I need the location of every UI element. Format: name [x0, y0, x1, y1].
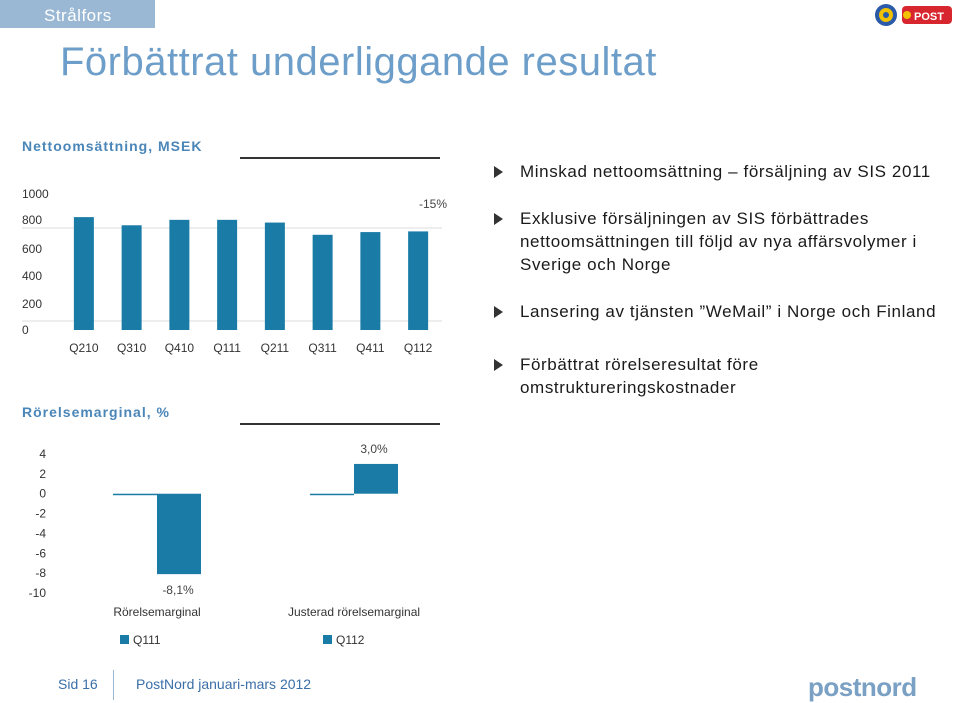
chart2-data-label: -8,1% — [162, 583, 194, 597]
chart2-bar-q111 — [113, 493, 157, 496]
chart1-bar — [169, 219, 190, 330]
arrow-icon — [494, 166, 503, 178]
legend-label-q111: Q111 — [133, 633, 161, 647]
post-logo-text: POST — [914, 11, 944, 23]
arrow-icon — [494, 306, 503, 318]
chart1-xtick-label: Q411 — [356, 341, 385, 355]
chart1-ytick-label: 1000 — [22, 187, 49, 201]
legend-label-q112: Q112 — [336, 633, 365, 647]
chart1-bar — [312, 234, 333, 330]
chart2-title: Rörelsemarginal, % — [22, 404, 170, 420]
chart1-xtick-label: Q112 — [404, 341, 433, 355]
arrow-icon — [494, 359, 503, 371]
postnord-logo: postnord — [808, 672, 917, 702]
chart2-bar-q111 — [310, 493, 354, 496]
bullet-list: Minskad nettoomsättning – försäljning av… — [492, 160, 952, 399]
chart1-xtick-label: Q410 — [165, 341, 195, 355]
chart2-ytick-label: 2 — [39, 467, 46, 481]
chart2-ytick-label: -4 — [35, 526, 46, 540]
chart2-ytick-label: -10 — [29, 586, 47, 600]
chart1-bar — [121, 225, 142, 330]
brand-tab: Strålfors — [0, 0, 155, 28]
bullet-item: Minskad nettoomsättning – försäljning av… — [492, 160, 952, 183]
bullet-item: Lansering av tjänsten ”WeMail” i Norge o… — [492, 300, 952, 323]
footer-divider — [113, 670, 114, 700]
chart1-ytick-label: 600 — [22, 242, 42, 256]
chart1-ytick-label: 0 — [22, 323, 29, 337]
chart1-xtick-label: Q311 — [308, 341, 337, 355]
chart1-bar — [73, 217, 94, 330]
chart1-xtick-label: Q211 — [261, 341, 290, 355]
arrow-icon — [494, 213, 503, 225]
chart1-bar — [360, 232, 381, 330]
chart2-ytick-label: 0 — [39, 487, 46, 501]
chart1-bar — [264, 222, 285, 330]
chart1-title: Nettoomsättning, MSEK — [22, 138, 203, 154]
bullet-item: Förbättrat rörelseresultat före omstrukt… — [492, 353, 952, 399]
footer-text: PostNord januari-mars 2012 — [136, 676, 312, 692]
bullet-item: Exklusive försäljningen av SIS förbättra… — [492, 207, 952, 276]
chart2-data-label: 3,0% — [360, 442, 388, 456]
page-title: Förbättrat underliggande resultat — [60, 40, 657, 84]
chart2-category-label: Justerad rörelsemarginal — [288, 605, 420, 619]
chart1-ytick-label: 800 — [22, 213, 42, 227]
chart1-bar — [217, 219, 238, 330]
chart2-bar-q112 — [354, 463, 398, 494]
chart1-xtick-label: Q310 — [117, 341, 147, 355]
chart1-ytick-label: 200 — [22, 297, 42, 311]
chart2-ytick-label: -8 — [35, 566, 46, 580]
legend-swatch-q112 — [323, 635, 332, 644]
chart2-category-label: Rörelsemarginal — [113, 605, 200, 619]
chart1-xtick-label: Q210 — [69, 341, 99, 355]
chart1-xtick-label: Q111 — [213, 341, 241, 355]
post-logo-icon: POST — [875, 4, 952, 26]
chart1-ytick-label: 400 — [22, 269, 42, 283]
chart1-bar — [408, 231, 429, 330]
chart2-ytick-label: 4 — [39, 447, 46, 461]
chart1-annotation: -15% — [419, 197, 447, 211]
page-number: Sid 16 — [58, 676, 98, 692]
legend-swatch-q111 — [120, 635, 129, 644]
chart2-ytick-label: -2 — [35, 507, 46, 521]
chart2-ytick-label: -6 — [35, 546, 46, 560]
header-logos: POST — [874, 2, 954, 28]
chart2-bar-q112 — [157, 493, 201, 575]
